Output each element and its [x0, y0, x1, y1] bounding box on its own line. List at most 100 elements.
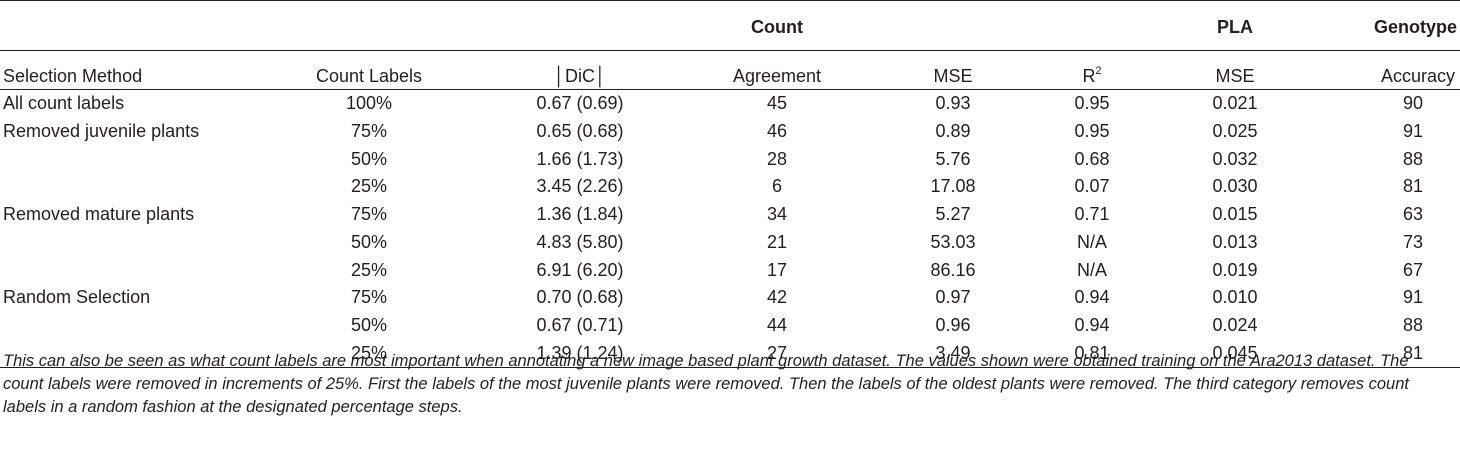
- cell-accuracy: 91: [1402, 121, 1424, 141]
- table-caption: This can also be seen as what count labe…: [3, 352, 1409, 416]
- group-header-row: Count PLA Genotype: [0, 13, 1460, 41]
- cell-dic: 0.67 (0.69): [536, 93, 624, 113]
- cell-accuracy: 63: [1402, 204, 1424, 224]
- cell-dic: 6.91 (6.20): [536, 260, 624, 280]
- cell-mse: 86.16: [930, 260, 976, 280]
- col-agreement: Agreement: [732, 66, 822, 86]
- cell-agreement: 21: [766, 232, 788, 252]
- cell-agreement: 27: [766, 343, 788, 363]
- cell-agreement: 28: [766, 149, 788, 169]
- cell-count-labels: 50%: [350, 232, 388, 252]
- col-count-labels: Count Labels: [315, 66, 423, 86]
- genotype-group-header: Genotype: [1373, 17, 1457, 37]
- cell-r2: 0.07: [1074, 176, 1110, 196]
- cell-r2: 0.95: [1074, 93, 1110, 113]
- cell-mse: 0.89: [935, 121, 971, 141]
- cell-r2: 0.81: [1074, 343, 1110, 363]
- table-row: All count labels 100% 0.67 (0.69) 45 0.93 0.9…: [0, 89, 1460, 117]
- cell-method: All count labels: [3, 93, 125, 113]
- cell-method: Random Selection: [3, 287, 151, 307]
- cell-mse: 0.93: [935, 93, 971, 113]
- col-mse: MSE: [933, 66, 973, 86]
- table-row: 25% 3.45 (2.26) 6 17.08 0.07 0.030 81: [0, 172, 1460, 200]
- cell-pla-mse: 0.015: [1212, 204, 1258, 224]
- cell-accuracy: 81: [1402, 343, 1424, 363]
- table-row: 25% 1.39 (1.24) 27 3.49 0.81 0.045 81: [0, 339, 1460, 367]
- cell-r2: 0.94: [1074, 287, 1110, 307]
- cell-count-labels: 100%: [345, 93, 393, 113]
- bottom-rule: [0, 367, 1460, 368]
- table-row: 50% 1.66 (1.73) 28 5.76 0.68 0.032 88: [0, 145, 1460, 173]
- cell-accuracy: 90: [1402, 93, 1424, 113]
- count-group-header: Count: [751, 17, 803, 37]
- cell-pla-mse: 0.024: [1212, 315, 1258, 335]
- cell-dic: 1.36 (1.84): [536, 204, 624, 224]
- cell-count-labels: 25%: [350, 343, 388, 363]
- column-header-row: Selection Method Count Labels │DiC│ Agre…: [0, 62, 1460, 90]
- cell-mse: 5.76: [935, 149, 971, 169]
- cell-count-labels: 25%: [350, 260, 388, 280]
- cell-r2: N/A: [1076, 232, 1108, 252]
- cell-agreement: 6: [771, 176, 783, 196]
- cell-accuracy: 88: [1402, 315, 1424, 335]
- cell-pla-mse: 0.045: [1212, 343, 1258, 363]
- cell-agreement: 42: [766, 287, 788, 307]
- cell-pla-mse: 0.010: [1212, 287, 1258, 307]
- cell-pla-mse: 0.030: [1212, 176, 1258, 196]
- cell-method: Removed juvenile plants: [3, 121, 200, 141]
- cell-accuracy: 81: [1402, 176, 1424, 196]
- cell-pla-mse: 0.032: [1212, 149, 1258, 169]
- cell-r2: 0.68: [1074, 149, 1110, 169]
- cell-count-labels: 25%: [350, 176, 388, 196]
- table-row: Random Selection 75% 0.70 (0.68) 42 0.97 0.94…: [0, 283, 1460, 311]
- cell-count-labels: 50%: [350, 315, 388, 335]
- cell-r2: 0.95: [1074, 121, 1110, 141]
- group-rule: [0, 50, 1460, 51]
- cell-dic: 1.66 (1.73): [536, 149, 624, 169]
- col-accuracy: Accuracy: [1380, 66, 1455, 86]
- col-r2: R2: [1082, 65, 1102, 87]
- header-rule: [0, 89, 1460, 90]
- cell-dic: 0.65 (0.68): [536, 121, 624, 141]
- cell-pla-mse: 0.013: [1212, 232, 1258, 252]
- cell-agreement: 17: [766, 260, 788, 280]
- cell-agreement: 44: [766, 315, 788, 335]
- table-row: Removed mature plants 75% 1.36 (1.84) 34 5.2…: [0, 200, 1460, 228]
- cell-pla-mse: 0.021: [1212, 93, 1258, 113]
- cell-r2: N/A: [1076, 260, 1108, 280]
- cell-r2: 0.94: [1074, 315, 1110, 335]
- cell-method: Removed mature plants: [3, 204, 195, 224]
- table-row: 25% 6.91 (6.20) 17 86.16 N/A 0.019 67: [0, 256, 1460, 284]
- top-rule: [0, 0, 1460, 1]
- cell-mse: 53.03: [930, 232, 976, 252]
- table-row: 50% 4.83 (5.80) 21 53.03 N/A 0.013 73: [0, 228, 1460, 256]
- cell-mse: 17.08: [930, 176, 976, 196]
- cell-mse: 3.49: [935, 343, 971, 363]
- cell-count-labels: 75%: [350, 287, 388, 307]
- col-dic: │DiC│: [553, 66, 607, 86]
- cell-count-labels: 50%: [350, 149, 388, 169]
- cell-count-labels: 75%: [350, 121, 388, 141]
- table-row: 50% 0.67 (0.71) 44 0.96 0.94 0.024 88: [0, 311, 1460, 339]
- cell-accuracy: 88: [1402, 149, 1424, 169]
- table-row: Removed juvenile plants 75% 0.65 (0.68) 46 0…: [0, 117, 1460, 145]
- cell-mse: 5.27: [935, 204, 971, 224]
- cell-dic: 1.39 (1.24): [536, 343, 624, 363]
- cell-dic: 0.70 (0.68): [536, 287, 624, 307]
- pla-group-header: PLA: [1217, 17, 1253, 37]
- cell-dic: 4.83 (5.80): [536, 232, 624, 252]
- cell-agreement: 34: [766, 204, 788, 224]
- col-pla-mse: MSE: [1215, 66, 1255, 86]
- cell-agreement: 46: [766, 121, 788, 141]
- cell-pla-mse: 0.019: [1212, 260, 1258, 280]
- cell-dic: 0.67 (0.71): [536, 315, 624, 335]
- cell-dic: 3.45 (2.26): [536, 176, 624, 196]
- cell-r2: 0.71: [1074, 204, 1110, 224]
- cell-count-labels: 75%: [350, 204, 388, 224]
- col-selection-method: Selection Method: [3, 66, 143, 86]
- cell-accuracy: 67: [1402, 260, 1424, 280]
- cell-mse: 0.97: [935, 287, 971, 307]
- cell-accuracy: 91: [1402, 287, 1424, 307]
- cell-pla-mse: 0.025: [1212, 121, 1258, 141]
